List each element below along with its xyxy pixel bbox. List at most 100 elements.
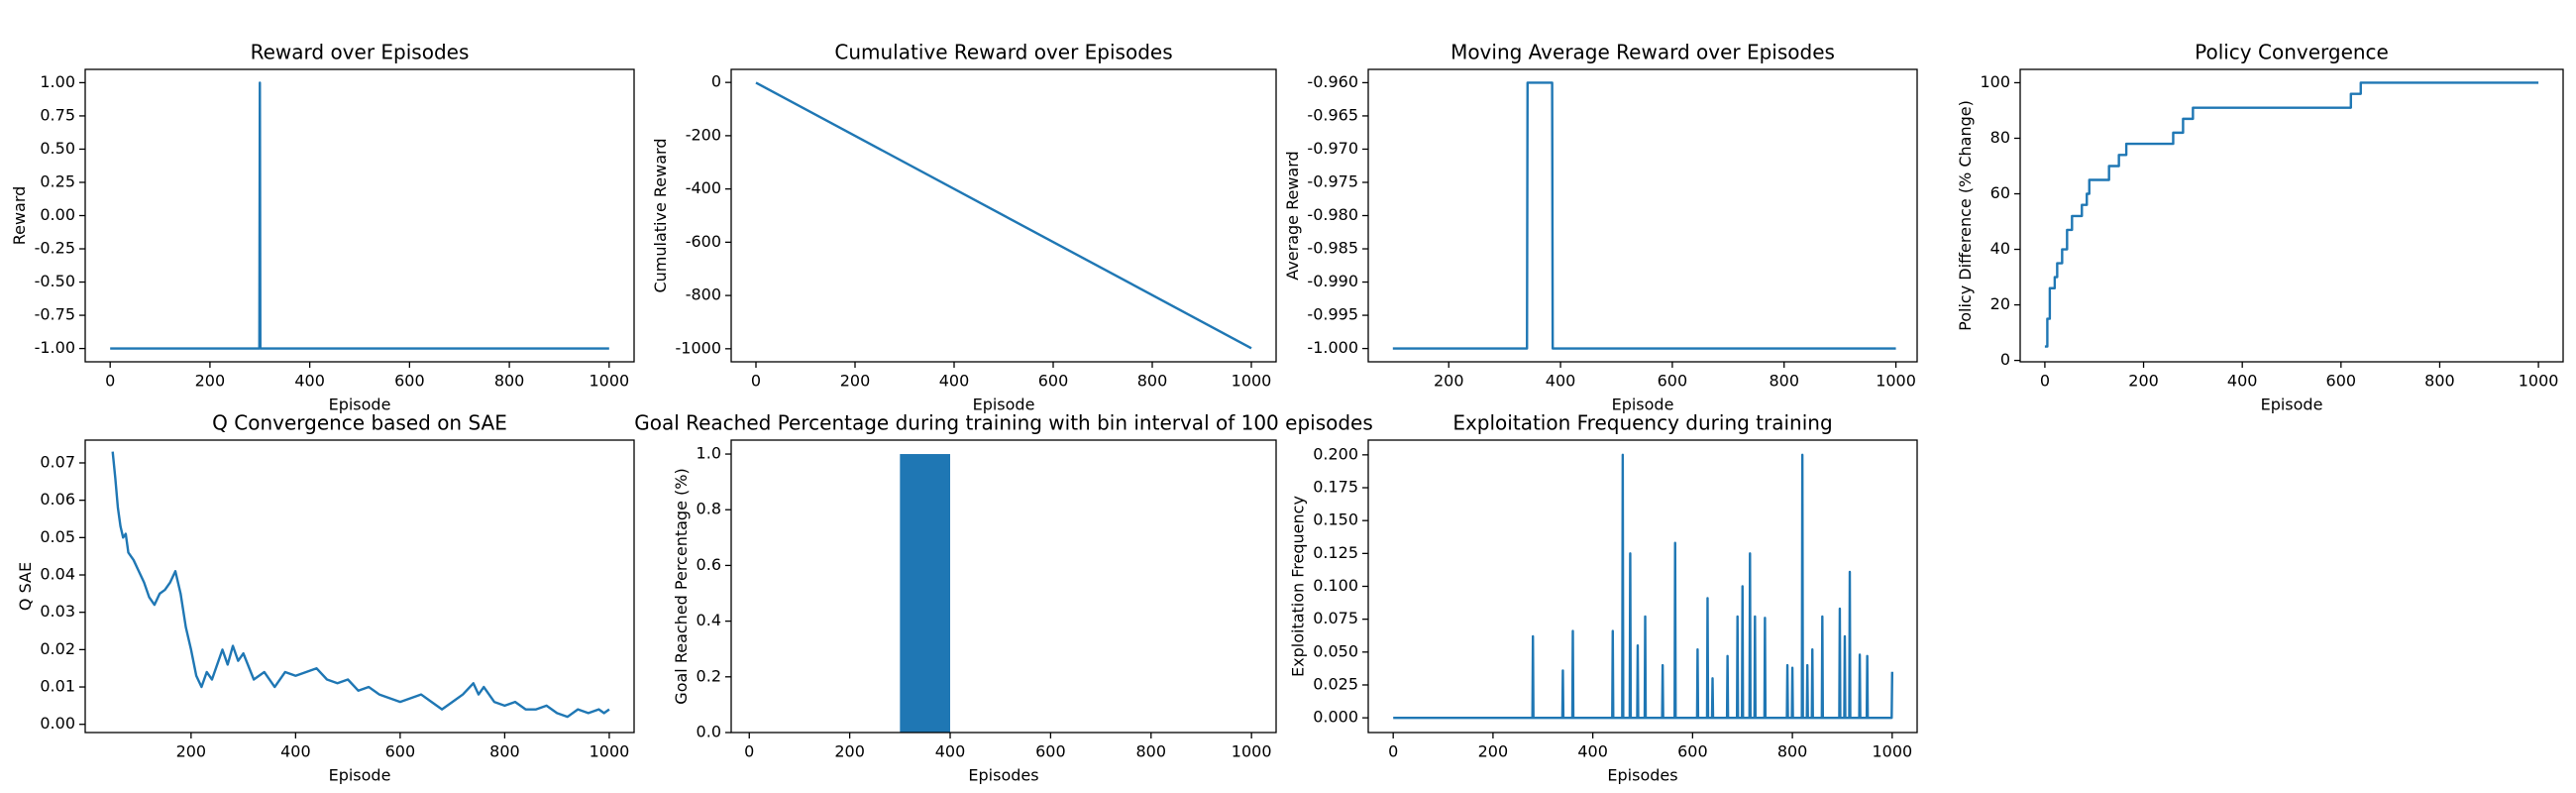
y-tick-label: 0.50 [40,139,75,158]
y-tick-label: 0.04 [40,565,75,584]
subplot-title: Exploitation Frequency during training [1452,411,1832,435]
subplot: 0 200 400 600 800 1000 0 20 40 60 80 100 Policy Conv… [1956,41,2564,414]
y-tick-label: -0.960 [1307,72,1358,91]
x-tick-label: 600 [394,372,425,391]
y-tick-label: 0.150 [1313,510,1358,529]
y-tick-label: 0 [2000,350,2010,369]
subplot-title: Reward over Episodes [251,41,470,64]
y-tick-label: 0.01 [40,677,75,696]
y-tick-label: 0.125 [1313,543,1358,562]
axes-frame [2019,68,2564,363]
x-tick-label: 1000 [590,742,630,761]
axes-frame [1367,439,1918,734]
y-tick-label: 0.025 [1313,674,1358,693]
y-tick-label: 100 [1980,72,2010,91]
y-tick-label: -400 [686,178,721,197]
y-tick-label: 20 [1990,294,2010,313]
y-tick-label: -0.995 [1307,305,1358,324]
y-tick-label: 0.200 [1313,444,1358,463]
y-tick-label: -0.75 [35,305,75,324]
line-series [755,81,1252,350]
x-tick-label: 400 [939,372,970,391]
x-tick-label: 600 [1677,742,1708,761]
y-tick-label: 0.05 [40,527,75,546]
subplot: 0 200 400 600 800 1000 0 -200 -400 -600 -800 -1000 C… [651,41,1277,414]
x-tick-label: 600 [1658,372,1688,391]
subplot-title: Policy Convergence [2195,41,2389,64]
y-axis-label: Reward [10,186,29,246]
x-tick-label: 400 [294,372,325,391]
y-tick-label: 0.075 [1313,609,1358,627]
subplot-title: Goal Reached Percentage during training … [634,411,1373,435]
subplot: 200 400 600 800 1000 0.00 0.01 0.02 0.03 0.04 0.05… [16,411,635,785]
y-tick-label: -200 [686,125,721,144]
subplot: 0 200 400 600 800 1000 -1.00 -0.75 -0.50 -0.25 0.0… [10,41,635,414]
x-tick-label: 0 [751,372,761,391]
y-tick-label: 80 [1990,128,2010,147]
x-tick-label: 200 [195,372,226,391]
y-tick-label: -1000 [676,338,722,357]
line-series [110,81,609,350]
y-tick-label: -1.000 [1307,338,1358,357]
y-tick-label: 0.2 [697,666,721,685]
x-axis-label: Episode [329,766,391,785]
y-tick-label: 0.6 [697,555,721,574]
x-tick-label: 0 [105,372,115,391]
y-tick-label: 0.00 [40,714,75,733]
subplot: 0 200 400 600 800 1000 0.0 0.2 0.4 0.6 0.8 1.0 Goal … [634,411,1373,785]
x-tick-label: 0 [2040,372,2050,391]
x-tick-label: 0 [744,742,754,761]
x-tick-label: 200 [840,372,871,391]
y-tick-label: -0.25 [35,239,75,258]
x-tick-label: 1000 [1876,372,1916,391]
y-tick-label: 0.0 [697,723,721,741]
x-tick-label: 800 [1769,372,1799,391]
x-tick-label: 0 [1388,742,1398,761]
x-tick-label: 800 [494,372,525,391]
subplot: 200 400 600 800 1000 -1.000 -0.995 -0.990 -0.985… [1283,41,1918,414]
line-series [2044,81,2539,348]
x-tick-label: 400 [1546,372,1576,391]
y-tick-label: 0.75 [40,105,75,124]
y-tick-label: 1.0 [697,444,721,463]
x-tick-label: 400 [1577,742,1608,761]
x-tick-label: 1000 [1872,742,1912,761]
y-tick-label: 0.000 [1313,708,1358,727]
x-tick-label: 200 [1478,742,1509,761]
y-axis-label: Goal Reached Percentage (%) [672,468,691,704]
y-tick-label: 0.03 [40,602,75,621]
y-axis-label: Q SAE [16,562,35,611]
y-tick-label: -800 [686,285,721,304]
y-tick-label: 0.00 [40,205,75,224]
y-tick-label: -0.985 [1307,239,1358,258]
y-tick-label: 0.4 [697,611,721,629]
axes-frame [84,439,635,734]
y-tick-label: -0.970 [1307,139,1358,158]
y-axis-label: Policy Difference (% Change) [1956,100,1975,331]
line-series [1393,453,1894,720]
x-tick-label: 600 [1038,372,1069,391]
x-axis-label: Episodes [1607,766,1677,785]
y-tick-label: -600 [686,232,721,251]
y-tick-label: 0.07 [40,452,75,471]
x-tick-label: 200 [834,742,865,761]
axes-frame [84,68,635,363]
subplot-title: Cumulative Reward over Episodes [834,41,1172,64]
x-axis-label: Episodes [968,766,1038,785]
bar [900,454,951,733]
y-axis-label: Average Reward [1283,151,1302,280]
y-tick-label: -0.975 [1307,171,1358,190]
x-tick-label: 800 [1137,372,1168,391]
x-axis-label: Episode [973,396,1035,414]
y-tick-label: -1.00 [35,338,75,357]
line-series [111,451,610,719]
x-axis-label: Episode [2261,396,2323,414]
x-tick-label: 1000 [1232,742,1272,761]
x-axis-label: Episode [1612,396,1674,414]
x-tick-label: 600 [385,742,416,761]
x-tick-label: 800 [1136,742,1167,761]
x-axis-label: Episode [329,396,391,414]
line-series [1392,81,1896,350]
y-tick-label: 60 [1990,183,2010,202]
